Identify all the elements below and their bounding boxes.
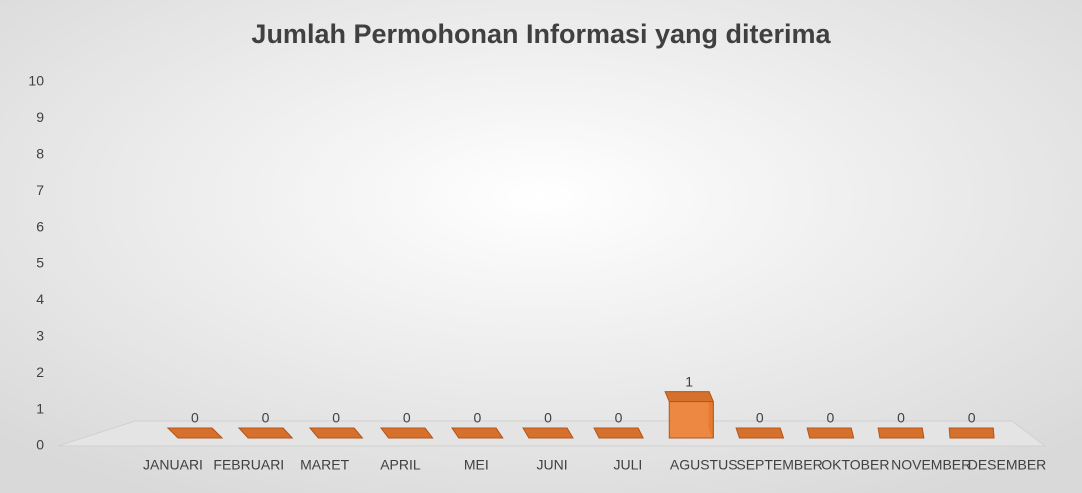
chart-title: Jumlah Permohonan Informasi yang diterim… xyxy=(251,19,831,49)
bar xyxy=(451,427,504,439)
y-tick-label: 8 xyxy=(36,146,44,162)
x-tick-label: JUNI xyxy=(537,457,568,473)
y-tick-label: 1 xyxy=(36,400,44,416)
y-tick-label: 6 xyxy=(36,218,44,234)
bar-top xyxy=(379,427,434,439)
value-label: 0 xyxy=(968,410,976,426)
bar-top xyxy=(806,427,855,439)
value-label: 0 xyxy=(262,410,270,426)
x-tick-label: APRIL xyxy=(380,457,421,473)
bar xyxy=(664,391,715,439)
bar xyxy=(948,427,995,439)
y-tick-label: 3 xyxy=(36,328,44,344)
y-tick-label: 10 xyxy=(28,73,44,89)
x-tick-label: MARET xyxy=(300,457,349,473)
bar-front xyxy=(668,401,714,439)
x-tick-label: JANUARI xyxy=(143,457,203,473)
value-label: 0 xyxy=(826,410,834,426)
bar-top xyxy=(451,427,504,439)
x-tick-label: JULI xyxy=(614,457,643,473)
y-tick-label: 7 xyxy=(36,182,44,198)
x-tick-label: DESEMBER xyxy=(968,457,1047,473)
value-label: 0 xyxy=(191,410,199,426)
bar-top xyxy=(166,427,224,439)
bar-top xyxy=(664,391,715,403)
value-label: 0 xyxy=(544,410,552,426)
y-tick-label: 0 xyxy=(36,437,44,453)
bar-top xyxy=(593,427,644,439)
bar xyxy=(593,427,644,439)
bar xyxy=(806,427,855,439)
bar xyxy=(166,427,224,439)
bar-top xyxy=(237,427,294,439)
bar-top xyxy=(877,427,925,439)
y-tick-label: 5 xyxy=(36,255,44,271)
bar-top xyxy=(308,427,364,439)
bar xyxy=(308,427,364,439)
bar xyxy=(237,427,294,439)
value-label: 0 xyxy=(897,410,905,426)
value-label: 0 xyxy=(756,410,764,426)
bar-top xyxy=(735,427,785,439)
bar xyxy=(877,427,925,439)
x-tick-label: NOVEMBER xyxy=(891,457,971,473)
bar xyxy=(522,427,574,439)
x-tick-label: SEPTEMBER xyxy=(736,457,822,473)
bar-top xyxy=(948,427,995,439)
bar xyxy=(379,427,434,439)
x-tick-label: AGUSTUS xyxy=(670,457,738,473)
value-label: 0 xyxy=(403,410,411,426)
x-tick-label: OKTOBER xyxy=(821,457,889,473)
bar-top xyxy=(522,427,574,439)
value-label: 0 xyxy=(473,410,481,426)
y-tick-label: 4 xyxy=(36,291,44,307)
bar xyxy=(735,427,785,439)
value-label: 0 xyxy=(332,410,340,426)
value-label: 0 xyxy=(615,410,623,426)
y-tick-label: 2 xyxy=(36,364,44,380)
y-tick-label: 9 xyxy=(36,109,44,125)
value-label: 1 xyxy=(685,373,693,389)
x-tick-label: FEBRUARI xyxy=(213,457,284,473)
x-tick-label: MEI xyxy=(464,457,489,473)
